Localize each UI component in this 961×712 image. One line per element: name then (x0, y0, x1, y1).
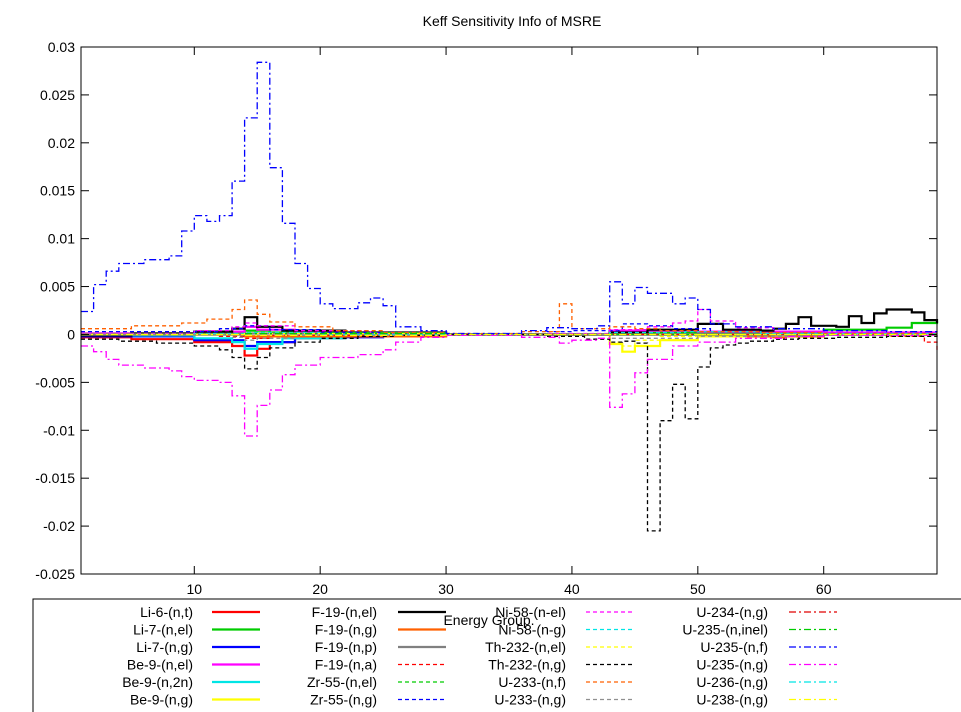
x-tick-label: 30 (438, 581, 454, 597)
y-tick-label: 0.03 (48, 39, 75, 55)
x-tick-label: 50 (690, 581, 706, 597)
legend-box (32, 598, 961, 712)
series-line (81, 308, 939, 337)
y-tick-label: 0.025 (40, 87, 75, 103)
legend-label: U-234-(n,g) (696, 604, 768, 620)
legend-label: F-19-(n,el) (312, 604, 377, 620)
y-tick-label: -0.005 (35, 374, 75, 390)
legend: Li-6-(n,t) Li-7-(n,el)Li-7-(n,g) Be-9-(n,e… (122, 604, 837, 708)
legend-label: U-233-(n,f) (498, 674, 566, 690)
legend-label: Li-7-(n,el) (133, 622, 193, 638)
series-line (81, 308, 937, 336)
x-tick-label: 40 (564, 581, 580, 597)
legend-label: Zr-55-(n,g) (310, 692, 377, 708)
legend-label: Be-9-(n,2n) (122, 674, 193, 690)
series-layer (81, 61, 939, 532)
legend-label: U-238-(n,g) (696, 692, 768, 708)
legend-label: F-19-(n,g) (315, 622, 377, 638)
legend-label: U-235-(n,f) (700, 639, 768, 655)
legend-label: U-236-(n,g) (696, 674, 768, 690)
x-tick-label: 20 (312, 581, 328, 597)
legend-label: U-235-(n,g) (696, 657, 768, 673)
legend-label: Zr-55-(n,el) (307, 674, 377, 690)
series-line (81, 333, 938, 532)
x-tick-label: 60 (816, 581, 832, 597)
series-line (81, 334, 938, 437)
plot-frame (80, 46, 938, 575)
legend-label: U-233-(n,g) (494, 692, 566, 708)
legend-label: Ni-58-(n-el) (495, 604, 566, 620)
y-tick-label: -0.02 (43, 518, 75, 534)
x-tick-label: 10 (187, 581, 203, 597)
series-line (81, 299, 937, 335)
y-tick-label: 0.015 (40, 183, 75, 199)
legend-label: Ni-58-(n-g) (498, 622, 566, 638)
legend-label: F-19-(n,p) (315, 639, 377, 655)
series-line (81, 333, 937, 337)
series-line (81, 61, 938, 335)
axes-layer: 0.03 0.025 0.02 0.015 0.01 0.005 0 -0.005 -0.01 -… (35, 39, 937, 597)
legend-label: Li-6-(n,t) (140, 604, 193, 620)
legend-label: Be-9-(n,el) (127, 657, 193, 673)
y-tick-label: 0.02 (48, 135, 75, 151)
y-tick-label: 0 (67, 326, 75, 342)
y-tick-label: -0.01 (43, 422, 75, 438)
series-line (81, 333, 937, 341)
legend-label: F-19-(n,a) (315, 657, 377, 673)
legend-label: Th-232-(n,el) (485, 639, 566, 655)
y-tick-label: -0.015 (35, 470, 75, 486)
legend-label: Be-9-(n,g) (130, 692, 193, 708)
legend-label: Th-232-(n,g) (488, 657, 566, 673)
legend-label: U-235-(n,inel) (682, 622, 768, 638)
y-tick-label: -0.025 (35, 566, 75, 582)
chart-title: Keff Sensitivity Info of MSRE (423, 13, 602, 29)
legend-label: Li-7-(n,g) (136, 639, 193, 655)
y-tick-label: 0.01 (48, 231, 75, 247)
y-tick-label: 0.005 (40, 279, 75, 295)
x-axis-label: Energy Group. (443, 612, 534, 628)
